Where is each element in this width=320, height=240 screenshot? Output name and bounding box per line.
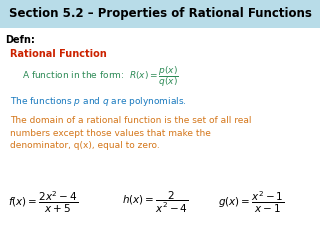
Text: Rational Function: Rational Function	[10, 49, 107, 59]
Text: The domain of a rational function is the set of all real
numbers except those va: The domain of a rational function is the…	[10, 116, 252, 150]
Text: $g(x) = \dfrac{x^2-1}{x-1}$: $g(x) = \dfrac{x^2-1}{x-1}$	[218, 189, 284, 215]
Text: The functions $p$ and $q$ are polynomials.: The functions $p$ and $q$ are polynomial…	[10, 96, 187, 108]
Text: Defn:: Defn:	[5, 35, 35, 45]
Text: A function in the form:  $R(x) = \dfrac{p(x)}{q(x)}$: A function in the form: $R(x) = \dfrac{p…	[22, 65, 179, 90]
Text: $f(x) = \dfrac{2x^2-4}{x+5}$: $f(x) = \dfrac{2x^2-4}{x+5}$	[8, 189, 78, 215]
Text: $h(x) = \dfrac{2}{x^2-4}$: $h(x) = \dfrac{2}{x^2-4}$	[122, 189, 188, 215]
Text: Section 5.2 – Properties of Rational Functions: Section 5.2 – Properties of Rational Fun…	[9, 7, 311, 20]
FancyBboxPatch shape	[0, 0, 320, 28]
